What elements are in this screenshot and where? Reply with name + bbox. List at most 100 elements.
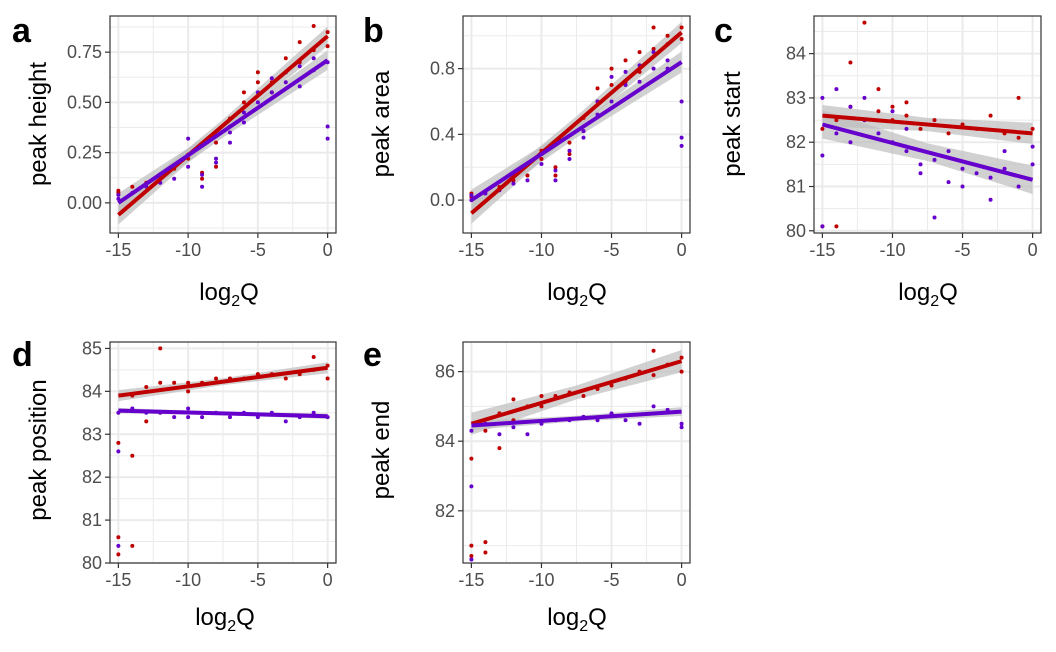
panel-e-xlabel: log2Q — [547, 604, 607, 635]
panel-e-red-point — [469, 544, 473, 548]
panel-d-purple-point — [284, 419, 288, 423]
panel-d-purple-point — [116, 544, 120, 548]
panel-d-y-tick-label: 81 — [82, 510, 102, 530]
panel-d-red-point — [144, 419, 148, 423]
panel-e-red-point — [652, 349, 656, 353]
panel-d-y-tick-label: 82 — [82, 467, 102, 487]
panel-c-ylabel: peak start — [719, 71, 746, 177]
panel-d-red-point — [284, 376, 288, 380]
panel-a-red-point — [298, 40, 302, 44]
panel-a-purple-point — [298, 64, 302, 68]
panel-c-red-point — [904, 114, 908, 118]
panel-e-purple-point — [497, 432, 501, 436]
panel-b-purple-point — [469, 193, 473, 197]
panel-b-red-point — [624, 58, 628, 62]
panel-e-x-tick-label: -5 — [604, 570, 620, 590]
panel-e-purple-point — [680, 425, 684, 429]
panel-c-x-tick-label: -10 — [879, 240, 905, 260]
panel-c-purple-point — [933, 216, 937, 220]
panel-b-purple-point — [567, 157, 571, 161]
panel-c-y-tick-label: 83 — [786, 88, 806, 108]
panel-d-red-point — [158, 346, 162, 350]
panel-d-red-point — [172, 381, 176, 385]
panel-a-y-tick-label: 0.50 — [67, 92, 102, 112]
panel-c-xlabel-sub: 2 — [930, 293, 939, 310]
panel-e-red-point — [469, 457, 473, 461]
panel-b-purple-point — [680, 136, 684, 140]
panel-b-y-tick-label: 0.4 — [430, 124, 455, 144]
panel-a-purple-point — [256, 100, 260, 104]
panel-e-purple-point — [680, 422, 684, 426]
panel-c-red-point — [918, 127, 922, 131]
panel-c-purple-point — [820, 154, 824, 158]
panel-c-red-point — [989, 114, 993, 118]
panel-e-ylabel: peak end — [368, 401, 395, 500]
panel-e-y-tick-label: 84 — [435, 431, 455, 451]
panel-a-red-point — [214, 165, 218, 169]
panel-e-purple-point — [525, 432, 529, 436]
panel-c-purple-point — [1017, 185, 1021, 189]
panel-c-purple-point — [961, 167, 965, 171]
panel-e-purple-point — [624, 418, 628, 422]
panel-a-purple-point — [228, 141, 232, 145]
panel-a-red-point — [326, 30, 330, 34]
panel-c-red-point — [820, 127, 824, 131]
panel-a-y-tick-label: 0.25 — [67, 143, 102, 163]
panel-d-purple-point — [172, 415, 176, 419]
panel-b-x-tick-label: -5 — [604, 240, 620, 260]
panel-a-y-tick-label: 0.75 — [67, 42, 102, 62]
panel-b-red-point — [666, 34, 670, 38]
panel-e-red-point — [483, 551, 487, 555]
panel-c-x-tick-label: 0 — [1028, 240, 1038, 260]
panel-e-purple-point — [469, 558, 473, 562]
panel-d-red-point — [312, 355, 316, 359]
panel-c-purple-point — [918, 171, 922, 175]
panel-b-x-tick-label: -10 — [528, 240, 554, 260]
panel-c-purple-point — [961, 185, 965, 189]
panel-d-purple-point — [200, 415, 204, 419]
panel-e-xlabel-sub: 2 — [579, 618, 588, 635]
panel-c-red-point — [933, 118, 937, 122]
panel-a-purple-point — [312, 56, 316, 60]
panel-b-purple-point — [666, 58, 670, 62]
panel-c-purple-point — [947, 149, 951, 153]
panel-e-x-tick-label: 0 — [677, 570, 687, 590]
panel-b-red-point — [680, 37, 684, 41]
panel-c-xlabel-main: log — [898, 279, 930, 306]
panel-b-purple-point — [539, 162, 543, 166]
panel-d-red-point — [116, 552, 120, 556]
panel-c-purple-point — [834, 131, 838, 135]
panel-c-purple-point — [1031, 162, 1035, 166]
panel-c-purple-point — [989, 176, 993, 180]
panel-a-purple-point — [298, 84, 302, 88]
panel-c-red-point — [904, 100, 908, 104]
panel-b-red-point — [567, 141, 571, 145]
panel-c-letter: c — [714, 12, 733, 50]
panel-b-xlabel: log2Q — [547, 279, 607, 310]
panel-e-red-point — [497, 446, 501, 450]
panel-b-red-point — [553, 173, 557, 177]
panel-b-xlabel-sub: 2 — [579, 293, 588, 310]
panel-d-y-tick-label: 80 — [82, 553, 102, 573]
panel-c-purple-point — [820, 96, 824, 100]
panel-c-purple-point — [862, 96, 866, 100]
panel-e-purple-point — [511, 425, 515, 429]
panel-a-red-point — [256, 80, 260, 84]
panel-c-y-tick-label: 84 — [786, 44, 806, 64]
panel-d-x-tick-label: -10 — [175, 570, 201, 590]
panel-a-purple-point — [242, 120, 246, 124]
panel-b-xlabel-tail: Q — [588, 279, 607, 306]
panel-a-red-point — [326, 44, 330, 48]
panel-b-purple-point — [610, 75, 614, 79]
panel-c-purple-point — [848, 105, 852, 109]
panel-d-purple-point — [228, 415, 232, 419]
panel-b-purple-point — [652, 67, 656, 71]
panel-c-xlabel: log2Q — [898, 279, 958, 310]
panel-a-purple-point — [186, 165, 190, 169]
panel-d-purple-point — [186, 407, 190, 411]
panel-c-red-point — [862, 21, 866, 25]
panel-c-red-point — [848, 61, 852, 65]
panel-b-purple-point — [680, 144, 684, 148]
panel-d-plot: -15 -10 -5 0 80 81 82 83 84 85 — [82, 338, 336, 590]
panel-b-ylabel: peak area — [368, 70, 395, 177]
